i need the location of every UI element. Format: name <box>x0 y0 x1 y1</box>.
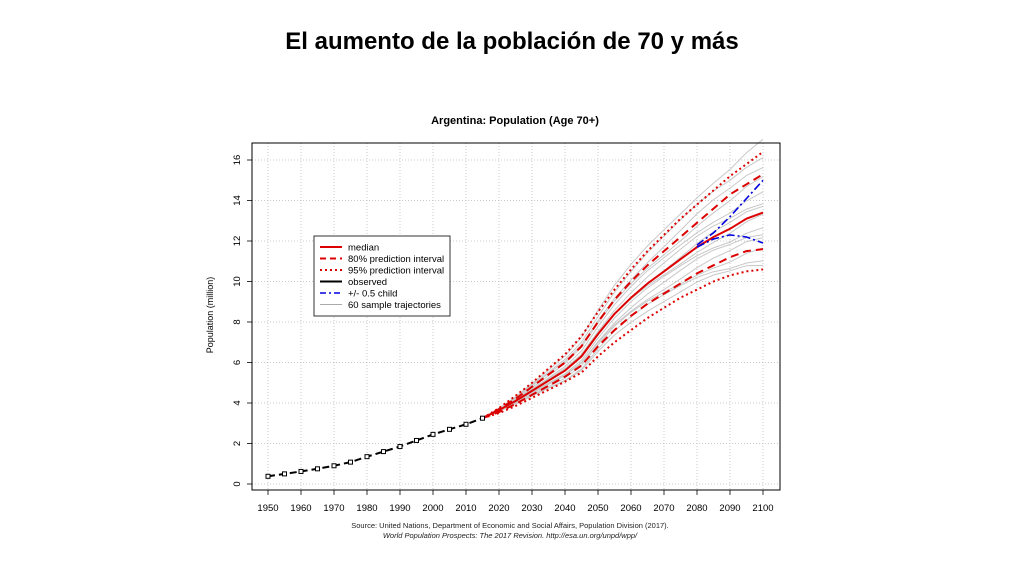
chart-axes: 1950 1960 1970 1980 1990 2000 2010 2020 2030 2040… <box>232 155 774 514</box>
sample-trajectory <box>482 237 764 419</box>
observed-point <box>315 466 320 472</box>
legend-label: 60 sample trajectories <box>348 300 441 311</box>
series-80-prediction-interval-lower <box>482 248 764 420</box>
legend-box <box>313 235 451 317</box>
source-citation: Source: United Nations, Department of Ec… <box>351 521 669 530</box>
y-tick-label: 4 <box>232 400 243 405</box>
y-axis-label: Population (million) <box>205 277 215 354</box>
observed-point <box>331 463 337 469</box>
legend-label: observed <box>348 277 387 288</box>
y-tick-label: 16 <box>232 155 243 166</box>
y-tick-label: 12 <box>232 236 243 247</box>
legend-label: 95% prediction interval <box>348 266 444 277</box>
x-tick-label: 2030 <box>521 503 542 514</box>
observed-point <box>480 415 485 421</box>
y-tick-label: 10 <box>232 276 243 287</box>
y-tick-label: 8 <box>232 319 243 324</box>
observed-point <box>397 444 403 450</box>
x-tick-label: 1990 <box>389 503 410 514</box>
x-tick-label: 1960 <box>290 503 311 514</box>
x-tick-label: 2020 <box>488 503 509 514</box>
x-tick-label: 2080 <box>686 503 707 514</box>
sample-trajectories <box>482 138 764 419</box>
series-median <box>482 211 764 420</box>
x-tick-label: 1950 <box>257 503 278 514</box>
observed-point <box>447 426 452 432</box>
x-tick-label: 2010 <box>455 503 476 514</box>
sample-trajectory <box>482 247 764 419</box>
observed-point <box>430 431 436 437</box>
x-tick-label: 2000 <box>422 503 443 514</box>
sample-trajectory <box>482 227 764 419</box>
legend-label: +/- 0.5 child <box>348 289 397 300</box>
series-95-prediction-interval-lower <box>482 268 764 420</box>
y-tick-label: 0 <box>232 481 243 486</box>
observed-point <box>381 449 386 455</box>
series-0-5-child-upper <box>696 179 764 246</box>
observed-point <box>298 468 304 474</box>
x-tick-label: 2060 <box>620 503 641 514</box>
sample-trajectory <box>482 138 764 419</box>
series-80-prediction-interval-upper <box>482 173 764 420</box>
y-tick-label: 6 <box>232 360 243 365</box>
x-tick-label: 2090 <box>719 503 740 514</box>
chart-series <box>265 151 764 479</box>
x-tick-label: 2100 <box>752 503 773 514</box>
plot-frame <box>251 142 781 491</box>
x-tick-label: 2070 <box>653 503 674 514</box>
y-tick-label: 2 <box>232 441 243 446</box>
observed-point <box>265 473 271 479</box>
observed-point <box>414 437 419 443</box>
y-tick-label: 14 <box>232 195 243 206</box>
observed-point <box>463 421 469 427</box>
observed-point <box>364 454 370 460</box>
x-tick-label: 1970 <box>323 503 344 514</box>
legend-label: median <box>348 243 379 254</box>
x-tick-label: 2050 <box>587 503 608 514</box>
x-tick-label: 1980 <box>356 503 377 514</box>
legend-label: 80% prediction interval <box>348 254 444 265</box>
series-observed <box>267 417 483 478</box>
chart-title: Argentina: Population (Age 70+) <box>431 115 599 127</box>
sample-trajectory <box>482 157 764 419</box>
series-95-prediction-interval-upper <box>481 151 764 420</box>
observed-point <box>282 471 287 477</box>
source-publication: World Population Prospects: The 2017 Rev… <box>382 531 638 540</box>
sample-trajectory <box>482 203 764 419</box>
x-tick-label: 2040 <box>554 503 575 514</box>
slide-title: El aumento de la población de 70 y más <box>285 28 739 55</box>
observed-point <box>348 459 353 465</box>
sample-trajectory <box>482 191 764 419</box>
series-0-5-child-lower <box>696 234 764 248</box>
sample-trajectory <box>482 176 764 419</box>
